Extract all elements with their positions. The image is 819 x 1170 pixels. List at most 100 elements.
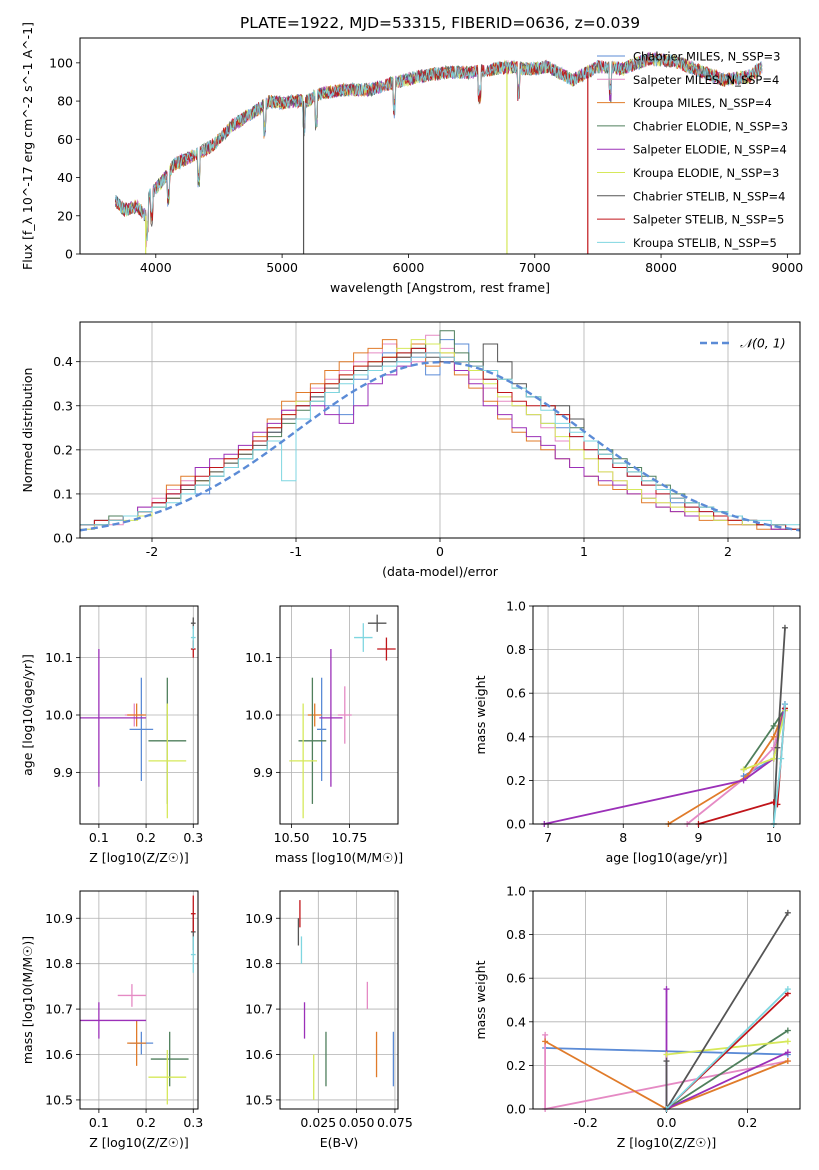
panel-age-vs-mass [279, 605, 399, 825]
y-tick-label: 10.7 [245, 1002, 273, 1017]
x-tick-label: 0 [436, 544, 444, 559]
legend-label: Kroupa STELIB, N_SSP=5 [633, 236, 777, 250]
y-tick-label: 0.4 [53, 354, 73, 369]
x-tick-label: 0.0 [657, 1115, 677, 1130]
x-tick-label: 10.50 [274, 830, 310, 845]
y-tick-label: 10.6 [45, 1047, 73, 1062]
y-axis-label: mass weight [473, 675, 488, 754]
panel-5-axes: 7 8 9 10 0.0 0.2 0.4 0.6 0.8 1.0 age [log10(age/yr… [473, 599, 800, 865]
y-tick-label: 10.7 [45, 1002, 73, 1017]
legend: 𝒩(0, 1) [700, 336, 786, 351]
mass-weight-line [666, 1029, 789, 1110]
y-axis-label: age [log10(age/yr)] [20, 654, 35, 776]
panel-weight-vs-age [532, 605, 801, 825]
panel-age-vs-Z-points [80, 617, 196, 819]
y-tick-label: 10.0 [245, 708, 273, 723]
panel-3-axes: 0.1 0.2 0.3 9.9 10.0 10.1 Z [log10(Z/Z☉)] age [… [20, 606, 203, 865]
legend-label: Salpeter MILES, N_SSP=4 [633, 73, 779, 87]
y-tick-label: 9.9 [53, 765, 73, 780]
x-tick-label: 7 [544, 830, 552, 845]
x-tick-label: 7000 [519, 260, 551, 275]
x-tick-label: -0.2 [573, 1115, 597, 1130]
x-tick-label: 10.75 [332, 830, 368, 845]
mass-weight-line [686, 703, 786, 825]
panel-6-axes: 0.1 0.2 0.3 10.5 10.6 10.7 10.8 10.9 Z [log10(Z/… [20, 891, 203, 1150]
y-tick-label: 1.0 [506, 884, 526, 899]
x-axis-label: mass [log10(M/M☉)] [275, 850, 403, 865]
x-tick-label: 10 [766, 830, 782, 845]
panel-4-axes: 10.50 10.75 9.9 10.0 10.1 mass [log10(M/M☉)] [245, 606, 403, 865]
x-axis-label: age [log10(age/yr)] [606, 850, 728, 865]
panel-mass-vs-ebv [279, 890, 399, 1110]
x-axis-label: (data-model)/error [382, 564, 499, 579]
y-tick-label: 0.6 [506, 971, 526, 986]
panel-2-axes: -2 -1 0 1 2 0.0 0.1 0.2 0.3 0.4 (data-model)/error… [20, 322, 800, 579]
x-tick-label: 0.2 [737, 1115, 757, 1130]
spectrum-line [115, 53, 763, 242]
y-tick-label: 0.2 [53, 442, 73, 457]
mass-weight-line [667, 708, 786, 825]
x-tick-label: 1 [580, 544, 588, 559]
normal-curve [79, 360, 801, 532]
x-tick-label: 5000 [266, 260, 298, 275]
x-tick-label: 0.2 [136, 1115, 156, 1130]
panel-mass-vs-Z-points [80, 895, 196, 1105]
y-tick-label: 10.5 [45, 1092, 73, 1107]
x-tick-label: 6000 [393, 260, 425, 275]
x-tick-label: 2 [724, 544, 732, 559]
legend-label: Kroupa ELODIE, N_SSP=3 [633, 166, 779, 180]
x-axis-label: E(B-V) [320, 1135, 359, 1150]
y-tick-label: 10.9 [45, 911, 73, 926]
panel-1-axes: 4000 5000 6000 7000 8000 9000 0 20 40 60 80 100 wave… [20, 22, 803, 295]
x-tick-label: 4000 [140, 260, 172, 275]
panel-spectrum [79, 37, 801, 255]
y-tick-label: 10.0 [45, 708, 73, 723]
panel-7-axes: 0.025 0.050 0.075 10.5 10.6 10.7 10.8 10.9 E(B-V… [245, 891, 413, 1150]
x-tick-label: 8000 [645, 260, 677, 275]
panel-8-axes: -0.2 0.0 0.2 0.0 0.2 0.4 0.6 0.8 1.0 Z [log10(Z/Z… [473, 884, 800, 1150]
mass-weight-line [665, 988, 789, 1110]
mass-weight-line [544, 703, 786, 825]
figure-title: PLATE=1922, MJD=53315, FIBERID=0636, z=0… [240, 14, 640, 32]
x-axis-label: Z [log10(Z/Z☉)] [617, 1135, 717, 1150]
legend-label: Chabrier MILES, N_SSP=3 [633, 50, 780, 64]
panel-mass-vs-ebv-points [297, 900, 395, 1100]
y-tick-label: 9.9 [253, 765, 273, 780]
y-tick-label: 20 [57, 208, 73, 223]
y-axis-label: mass weight [473, 960, 488, 1039]
x-tick-label: 8 [619, 830, 627, 845]
x-tick-label: -2 [146, 544, 158, 559]
y-tick-label: 10.1 [45, 650, 73, 665]
y-axis-label: Flux [f_λ 10^-17 erg cm^-2 s^-1 A^-1] [20, 22, 35, 270]
y-tick-label: 80 [57, 94, 73, 109]
x-tick-label: 0.1 [89, 1115, 109, 1130]
panel-age-vs-Z [79, 605, 199, 825]
y-tick-label: 0.0 [506, 1102, 526, 1117]
x-tick-label: 0.075 [377, 1115, 413, 1130]
legend-label: Kroupa MILES, N_SSP=4 [633, 96, 772, 110]
x-tick-label: 9000 [771, 260, 803, 275]
x-tick-label: 0.050 [339, 1115, 375, 1130]
y-tick-label: 0.0 [506, 817, 526, 832]
y-tick-label: 0.0 [53, 531, 73, 546]
panel-age-vs-mass-points [289, 614, 396, 819]
y-tick-label: 60 [57, 132, 73, 147]
y-tick-label: 100 [49, 55, 73, 70]
y-tick-label: 0.2 [506, 1058, 526, 1073]
histogram-step [79, 352, 800, 538]
y-tick-label: 0.8 [506, 927, 526, 942]
y-axis-label: mass [log10(M/M☉)] [20, 936, 35, 1064]
y-axis-label: Normed distribution [20, 368, 35, 493]
legend-label: 𝒩(0, 1) [740, 336, 786, 351]
x-tick-label: 0.2 [136, 830, 156, 845]
x-axis-label: wavelength [Angstrom, rest frame] [330, 280, 550, 295]
x-tick-label: 0.3 [183, 830, 203, 845]
y-tick-label: 10.5 [245, 1092, 273, 1107]
y-tick-label: 10.8 [45, 956, 73, 971]
y-tick-label: 0.1 [53, 486, 73, 501]
y-tick-label: 10.9 [245, 911, 273, 926]
panel-mass-vs-Z [79, 890, 199, 1110]
x-tick-label: 0.025 [300, 1115, 336, 1130]
y-tick-label: 0 [65, 247, 73, 262]
